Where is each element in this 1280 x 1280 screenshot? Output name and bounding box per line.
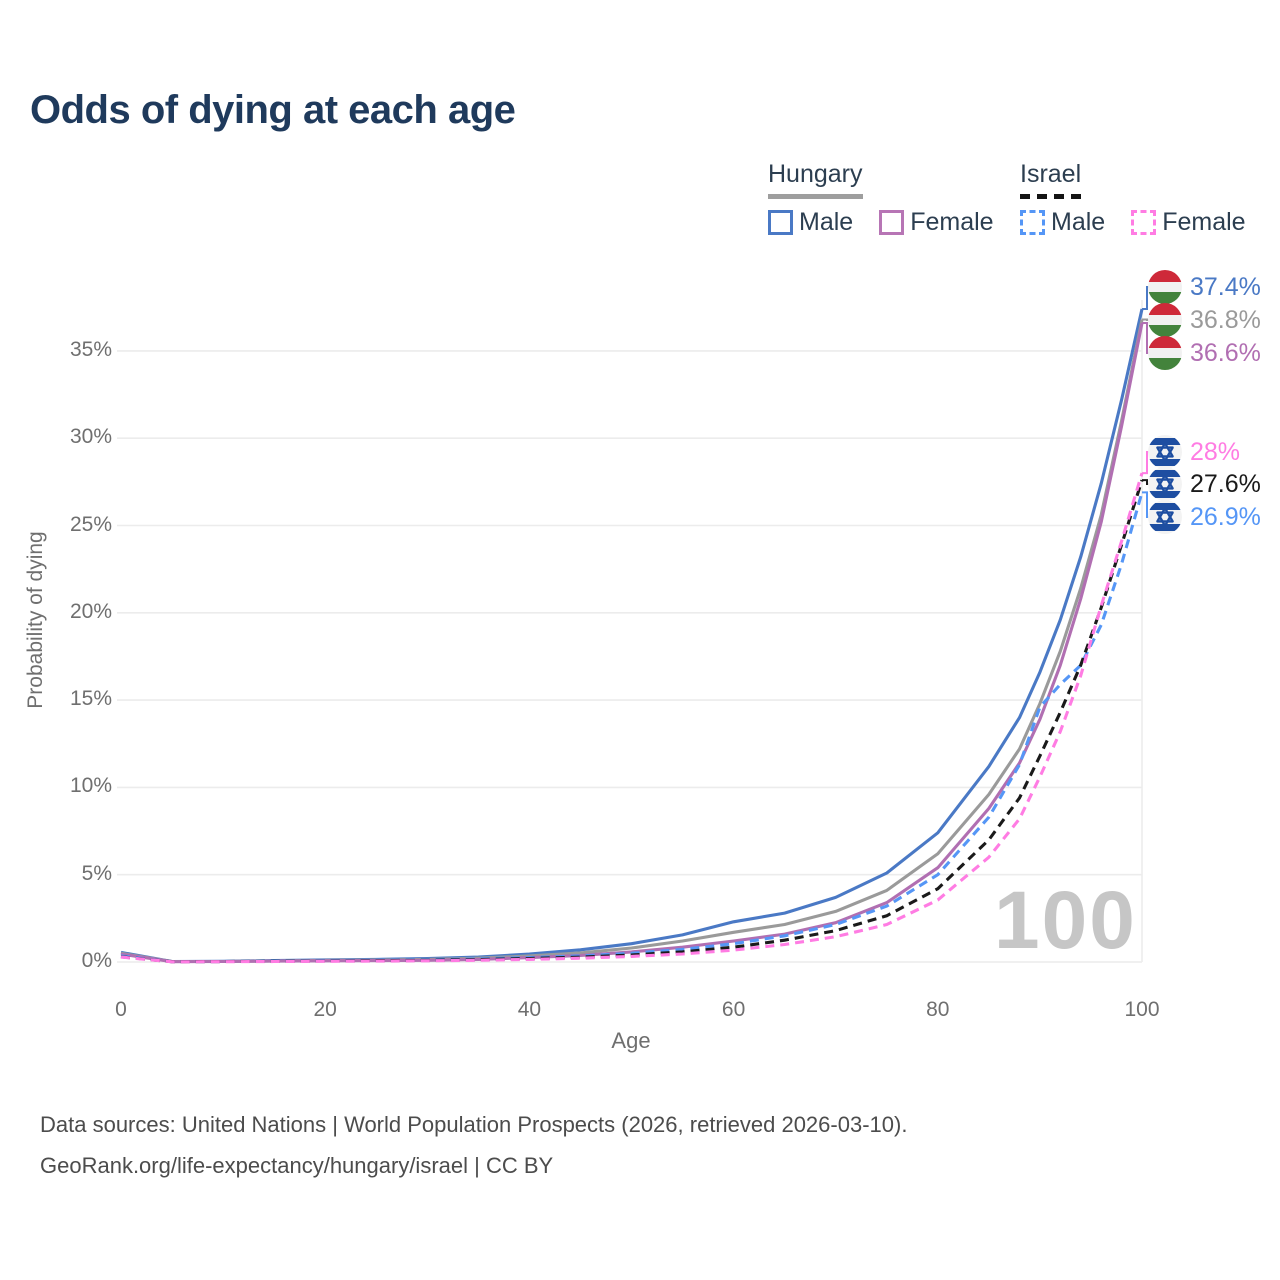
israel-flag-icon [1148,467,1182,501]
series-line [120,308,1144,964]
hungary-flag-icon [1148,270,1182,304]
series-line [120,322,1144,964]
legend-item-hungary-female[interactable]: Female [879,208,994,237]
israel-female-checkbox[interactable] [1131,210,1157,235]
end-label-value: 36.8% [1190,305,1261,334]
x-tick-label: 100 [1124,998,1160,1021]
end-label-row: 36.6% [1148,336,1261,370]
end-label-value: 26.9% [1190,502,1261,531]
end-label-row: 28% [1148,435,1240,469]
source-line-2[interactable]: GeoRank.org/life-expectancy/hungary/isra… [40,1153,554,1178]
x-tick-label: 20 [313,998,337,1021]
page-title: Odds of dying at each age [30,88,516,132]
hungary-flag-icon [1148,303,1182,337]
end-label-row: 27.6% [1148,467,1261,501]
y-tick-label: 35% [69,337,112,361]
israel-male-checkbox[interactable] [1020,210,1045,235]
source-line-1: Data sources: United Nations | World Pop… [40,1112,908,1137]
legend-group-israel: Israel Male Female [1020,160,1246,237]
hungary-female-checkbox[interactable] [879,210,905,235]
legend-item-hungary-male[interactable]: Male [768,208,853,237]
y-tick-label: 5% [81,861,112,885]
legend-country-hungary[interactable]: Hungary [768,160,863,199]
y-tick-label: 15% [69,687,112,711]
legend-item-israel-male[interactable]: Male [1020,208,1105,237]
legend-label: Male [1051,208,1106,236]
hungary-male-checkbox[interactable] [768,210,793,235]
x-tick-label: 60 [721,998,746,1021]
x-tick-label: 40 [517,998,542,1021]
legend-item-israel-female[interactable]: Female [1131,208,1246,237]
y-tick-label: 30% [69,425,112,449]
end-label-row: 37.4% [1148,270,1261,304]
y-tick-label: 10% [69,774,112,798]
end-label-row: 36.8% [1148,303,1261,337]
israel-flag-icon [1148,500,1182,534]
chart-canvas[interactable] [0,0,1280,1080]
data-source-note: Data sources: United Nations | World Pop… [40,1104,907,1186]
end-label-value: 28% [1190,437,1241,466]
legend-group-hungary: Hungary Male Female [768,160,994,237]
end-label-value: 37.4% [1190,272,1261,301]
series-line [120,491,1144,964]
x-tick-label: 80 [926,998,950,1021]
x-tick-label: 0 [115,998,127,1021]
series-line [120,319,1144,964]
end-label-value: 27.6% [1190,469,1261,498]
end-label-value: 36.6% [1190,338,1261,367]
legend-country-israel[interactable]: Israel [1020,160,1082,199]
x-axis-title: Age [611,1028,651,1053]
legend-label: Male [799,208,854,236]
legend-label: Female [910,208,994,236]
end-label-row: 26.9% [1148,500,1261,534]
series-line [120,472,1144,964]
israel-flag-icon [1148,435,1182,469]
y-tick-label: 25% [69,512,112,536]
legend-label: Female [1162,208,1246,236]
series-line [120,479,1144,964]
hungary-flag-icon [1148,336,1182,370]
y-tick-label: 0% [81,949,112,972]
hover-age-watermark: 100 [994,875,1137,966]
y-tick-label: 20% [69,599,112,623]
